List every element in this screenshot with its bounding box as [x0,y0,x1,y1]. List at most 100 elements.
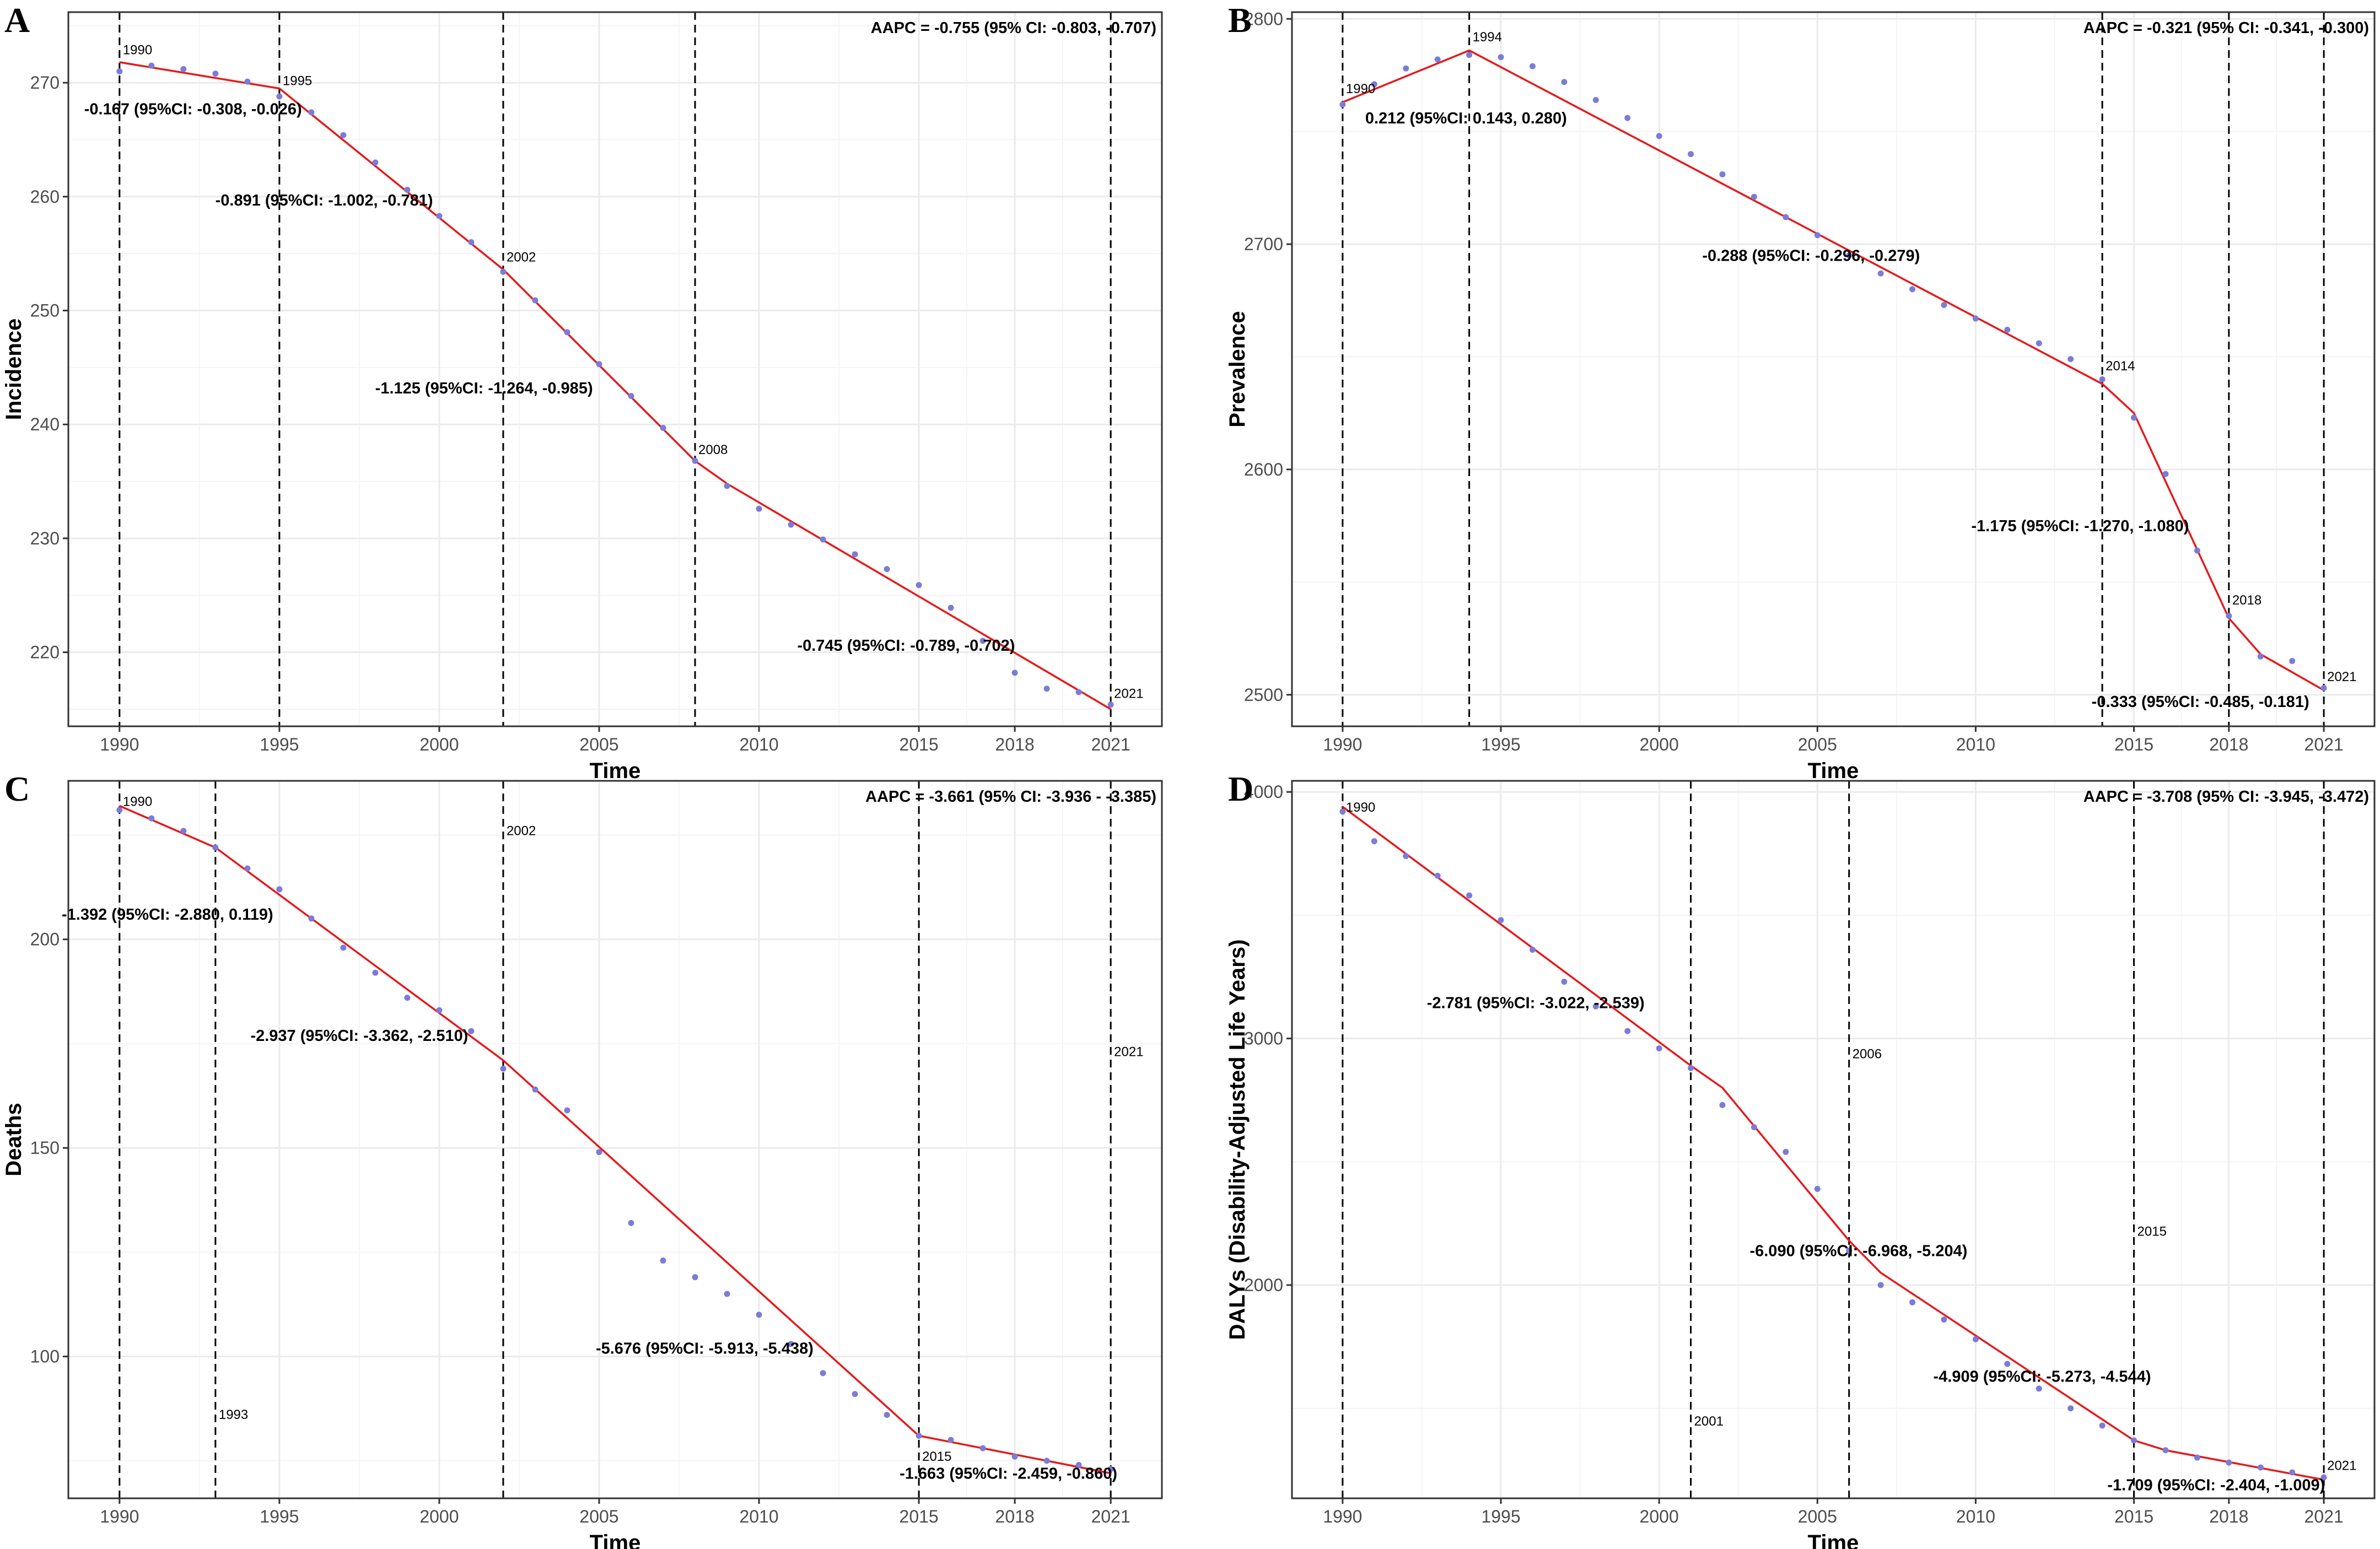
observed-point [692,1274,698,1281]
observed-point [724,1291,730,1297]
aapc-label: AAPC = -3.708 (95% CI: -3.945, -3.472) [2083,788,2369,806]
segment-apc-label: -2.937 (95%CI: -3.362, -2.510) [250,1027,468,1045]
observed-point [1719,1102,1726,1108]
x-tick-label: 1995 [1481,735,1520,754]
observed-point [244,865,251,872]
observed-point [2226,1459,2232,1466]
observed-point [1339,808,1346,815]
x-tick-label: 2005 [1798,735,1837,754]
observed-point [756,505,762,512]
observed-point [148,815,155,822]
x-tick-label: 2000 [419,1507,459,1526]
observed-point [1403,65,1409,72]
observed-point [1075,689,1082,695]
segment-apc-label: -0.167 (95%CI: -0.308, -0.026) [84,101,302,118]
x-tick-label: 2000 [419,735,459,754]
aapc-label: AAPC = -3.661 (95% CI: -3.936 - -3.385) [865,788,1156,806]
x-tick-label: 2005 [579,1507,618,1526]
x-tick-label: 1990 [1323,735,1362,754]
observed-point [1846,252,1853,259]
panel-c: 1990 1995 2000 2005 2010 2015 2018 2021 100 150 20… [2,769,1163,1549]
x-tick-label: 2015 [2114,1507,2153,1526]
observed-point [1624,115,1631,121]
observed-point [884,1412,890,1418]
joinpoint-year-label: 2015 [2137,1224,2167,1239]
observed-point [2036,1385,2042,1392]
x-tick-label: 2021 [2304,735,2344,754]
y-tick-label: 200 [30,930,60,949]
observed-point [596,361,602,368]
observed-point [1751,193,1757,200]
x-tick-label: 2021 [1091,1507,1130,1526]
segment-apc-label: 0.212 (95%CI: 0.143, 0.280) [1365,110,1567,127]
panel-b: 1990 1995 2000 2005 2010 2015 2018 2021 2500 2600… [1225,1,2376,783]
observed-point [660,1257,666,1264]
observed-point [468,239,475,246]
segment-apc-label: -0.288 (95%CI: -0.296, -0.279) [1702,247,1920,265]
x-tick-label: 1990 [100,735,139,754]
observed-point [116,807,123,813]
observed-point [660,424,666,431]
observed-point [532,297,539,304]
observed-point [2067,356,2074,363]
x-tick-label: 2010 [739,735,778,754]
observed-point [724,483,730,489]
observed-point [1561,979,1568,985]
observed-point [1719,171,1726,177]
y-axis-title: Prevalence [1225,311,1250,427]
plot-area [1292,781,2374,1498]
x-tick-label: 2021 [1091,735,1130,754]
observed-point [2320,684,2327,691]
observed-point [2289,657,2296,664]
minor-grid [68,12,1162,726]
observed-point [2257,653,2264,660]
y-tick-label: 260 [30,187,60,207]
observed-point [884,566,890,573]
observed-point [180,828,187,834]
observed-point [2004,1361,2011,1367]
x-axis-title: Time [1808,759,1859,783]
observed-point [1011,670,1018,676]
observed-point [2320,1474,2327,1481]
aapc-label: AAPC = -0.321 (95% CI: -0.341, -0.300) [2083,19,2369,37]
panel-letter: D [1228,769,1253,808]
y-tick-label: 220 [30,643,60,662]
observed-point [852,1391,858,1397]
joinpoint-year-label: 2014 [2106,359,2135,374]
observed-point [1688,151,1694,158]
observed-point [468,1028,475,1034]
segment-apc-label: -1.663 (95%CI: -2.459, -0.860) [900,1465,1117,1483]
segment-apc-label: -0.333 (95%CI: -0.485, -0.181) [2092,693,2309,711]
plot-border [1291,11,2376,727]
joinpoint-year-label: 1995 [283,73,312,88]
observed-point [1339,101,1346,108]
observed-point [1688,1065,1694,1071]
observed-point [372,159,379,166]
observed-point [1498,54,1504,61]
x-tick-label: 2005 [1798,1507,1837,1526]
x-tick-label: 2018 [2209,735,2248,754]
plot-border [67,11,1163,727]
x-axis-title: Time [590,759,641,783]
joinpoint-year-label: 2008 [698,442,728,457]
observed-point [596,1149,602,1156]
observed-point [1972,1336,1979,1342]
joinpoint-year-label: 1990 [1346,800,1375,815]
segment-apc-label: -5.676 (95%CI: -5.913, -5.438) [596,1340,814,1357]
segment-apc-label: -0.891 (95%CI: -1.002, -0.781) [216,192,433,209]
observed-point [1656,1045,1662,1051]
x-tick-label: 1990 [1323,1507,1362,1526]
x-tick-label: 2015 [2114,735,2153,754]
observed-point [2289,1469,2296,1476]
observed-point [1529,946,1536,953]
observed-point [2162,1447,2169,1454]
observed-point [1403,852,1409,859]
joinpoint-year-label: 1993 [219,1407,248,1422]
joinpoint-year-label: 1990 [1346,82,1375,96]
y-tick-label: 2500 [1244,685,1283,705]
segment-apc-label: -4.909 (95%CI: -5.273, -4.544) [1934,1368,2151,1386]
observed-point [1909,286,1916,293]
observed-point [1814,1185,1821,1192]
observed-point [628,1219,634,1226]
